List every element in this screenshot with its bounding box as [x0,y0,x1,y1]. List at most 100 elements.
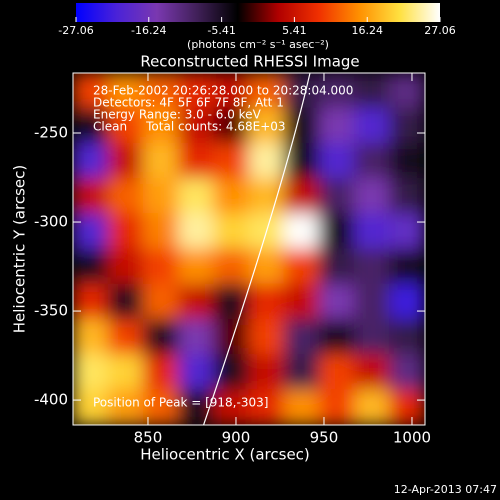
x-tick-label: 1000 [393,429,431,447]
heatmap-cell [213,389,250,425]
heatmap-cell [178,73,215,109]
heatmap-cell [73,318,109,356]
heatmap-cell [142,248,180,285]
heatmap-cell [107,283,144,320]
heatmap-cell [213,213,250,250]
colorbar-label: (photons cm⁻² s⁻¹ asec⁻²) [187,38,329,51]
heatmap-cell [213,73,250,109]
heatmap-cell [318,73,356,109]
heatmap-cell [213,178,250,215]
heatmap-cell [389,73,425,109]
heatmap-cell [178,107,215,144]
heatmap-cell [318,142,356,180]
y-tick-label: -300 [34,213,68,231]
x-tick-label: 850 [134,429,163,447]
heatmap-cell [389,142,425,180]
heatmap-cell [354,318,391,356]
heatmap-cell [178,248,215,285]
heatmap-cell [178,178,215,215]
solar-limb [202,73,311,425]
heatmap-cell [213,283,250,320]
heatmap-cell [73,73,109,109]
heatmap-cell [248,389,285,425]
heatmap-cell [354,142,391,180]
chart-title: Reconstructed RHESSI Image [140,53,359,71]
x-axis-label: Heliocentric X (arcsec) [140,446,310,464]
heatmap-cell [318,178,356,215]
heatmap-cell [283,178,320,215]
heatmap-cell [178,213,215,250]
heatmap-cell [354,389,391,425]
heatmap-cell [318,354,356,391]
heatmap-cell [248,73,285,109]
heatmap-cell [283,213,320,250]
heatmap-cell [107,142,144,180]
y-axis-label: Heliocentric Y (arcsec) [11,165,29,333]
heatmap-cell [213,248,250,285]
heatmap-cell [107,178,144,215]
heatmap-cell [142,354,180,391]
annotation: Detectors: 4F 5F 6F 7F 8F, Att 1 [93,96,284,110]
heatmap-cell [178,318,215,356]
heatmap-cell [354,248,391,285]
heatmap-cell [389,318,425,356]
heatmap-cell [142,213,180,250]
heatmap-cell [389,107,425,144]
heatmap-cell [107,213,144,250]
colorbar-tick-label: 5.41 [282,24,307,37]
colorbar-tick-label: 27.06 [424,24,456,37]
x-tick-label: 900 [222,429,251,447]
heatmap-cell [213,142,250,180]
heatmap-cell [142,73,180,109]
heatmap-cell [354,107,391,144]
heatmap-cell [248,107,285,144]
annotation: Clean Total counts: 4.68E+03 [93,120,286,134]
heatmap-cell [283,107,320,144]
heatmap-cell [248,283,285,320]
heatmap-cell [389,283,425,320]
heatmap-cell [354,73,391,109]
heatmap-cell [283,73,320,109]
heatmap-cell [283,318,320,356]
heatmap-cell [248,318,285,356]
heatmap-cell [248,142,285,180]
heatmap-cell [213,354,250,391]
heatmap-cell [354,283,391,320]
y-tick-label: -400 [34,391,68,409]
image-area [73,73,425,425]
heatmap-cell [389,178,425,215]
heatmap-cell [73,283,109,320]
heatmap-cell [318,213,356,250]
heatmap-cell [73,107,109,144]
heatmap-cell [389,389,425,425]
footer: 12-Apr-2013 07:47 [394,483,497,496]
heatmap-cell [73,248,109,285]
heatmap-cell [318,283,356,320]
heatmap [73,73,425,425]
heatmap-cell [142,178,180,215]
heatmap-cell [107,318,144,356]
heatmap-cell [107,354,144,391]
heatmap-cell [248,248,285,285]
heatmap-cell [73,389,109,425]
heatmap-cell [107,107,144,144]
heatmap-cell [213,318,250,356]
annotation: 28-Feb-2002 20:26:28.000 to 20:28:04.000 [93,84,353,98]
colorbar-tick-label: 16.24 [351,24,383,37]
heatmap-cell [318,107,356,144]
heatmap-cell [142,389,180,425]
heatmap-cell [107,248,144,285]
peak-label: Position of Peak = [918,-303] [93,396,268,410]
heatmap-cell [389,354,425,391]
heatmap-cell [73,142,109,180]
colorbar-tick-label: -16.24 [131,24,166,37]
heatmap-cell [73,354,109,391]
heatmap-cell [318,389,356,425]
heatmap-cell [318,248,356,285]
heatmap-cell [107,73,144,109]
heatmap-cell [142,107,180,144]
heatmap-cell [73,213,109,250]
heatmap-cell [142,283,180,320]
y-tick-label: -250 [34,124,68,142]
